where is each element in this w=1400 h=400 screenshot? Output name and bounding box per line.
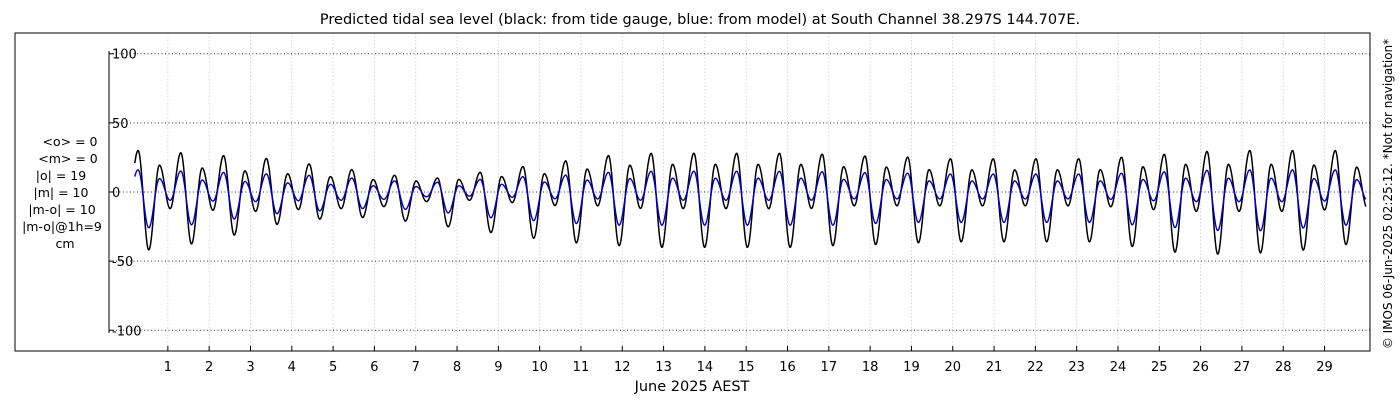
series-tide-gauge-line [134,149,1367,255]
x-tick-label: 24 [1110,360,1127,375]
x-tick-label: 3 [246,360,254,375]
x-axis-label: June 2025 AEST [634,379,750,395]
credit-text: © IMOS 06-Jun-2025 02:25:12. *Not for na… [1381,39,1395,349]
x-tick-label: 28 [1275,360,1292,375]
x-tick-label: 11 [573,360,590,375]
x-tick-label: 7 [412,360,420,375]
stat-abs-diff: |m-o| = 10 [28,202,95,217]
x-tick-label: 13 [655,360,672,375]
series-model-line [134,169,1367,232]
series-layer [134,149,1367,255]
plot-frame [14,32,1371,352]
x-tick-label: 9 [494,360,502,375]
chart-title: Predicted tidal sea level (black: from t… [320,12,1080,28]
stat-unit: cm [55,236,74,251]
x-tick-label: 12 [614,360,631,375]
x-tick-label: 18 [862,360,879,375]
y-tick-label: 0 [112,186,120,201]
stat-mean-model: <m> = 0 [38,151,98,166]
y-tick-label: 50 [112,117,129,132]
x-tick-label: 1 [164,360,172,375]
x-tick-label: 25 [1151,360,1168,375]
x-tick-label: 6 [370,360,378,375]
x-tick-label: 4 [288,360,296,375]
x-tick-label: 5 [329,360,337,375]
x-tick-label: 14 [697,360,714,375]
x-tick-label: 17 [821,360,838,375]
y-axis: 100 50 0 -50 -100 [108,48,142,339]
x-tick-label: 29 [1316,360,1333,375]
stat-abs-obs: |o| = 19 [36,168,86,183]
x-tick-label: 26 [1192,360,1209,375]
x-tick-label: 16 [779,360,796,375]
x-tick-label: 21 [986,360,1003,375]
x-tick-label: 23 [1068,360,1085,375]
x-tick-label: 20 [944,360,961,375]
stat-mean-obs: <o> = 0 [43,134,98,149]
x-tick-label: 15 [738,360,755,375]
x-tick-label: 2 [205,360,213,375]
x-tick-label: 22 [1027,360,1044,375]
y-tick-label: -50 [112,255,133,270]
x-tick-label: 27 [1234,360,1251,375]
y-tick-label: -100 [112,324,142,339]
y-gridlines [109,53,1370,331]
x-gridlines [167,33,1325,351]
x-tick-label: 19 [903,360,920,375]
stat-abs-diff-1h: |m-o|@1h=9 [22,219,102,234]
stat-abs-model: |m| = 10 [34,185,89,200]
y-tick-label: 100 [112,48,137,63]
x-tick-label: 10 [531,360,548,375]
x-tick-label: 8 [453,360,461,375]
stats-annotation: <o> = 0 <m> = 0 |o| = 19 |m| = 10 |m-o| … [22,134,102,251]
